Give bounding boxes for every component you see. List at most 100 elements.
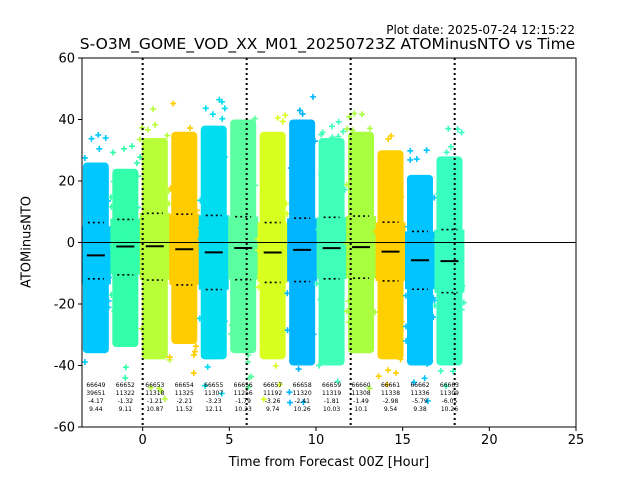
data-point: [268, 243, 275, 250]
data-point: [111, 308, 118, 315]
data-point: [445, 183, 452, 190]
data-point: [232, 336, 239, 343]
data-point: [276, 254, 283, 261]
outlier-point: [218, 390, 225, 397]
data-point: [105, 274, 112, 281]
outlier-point: [366, 125, 373, 132]
outlier-point: [359, 111, 366, 118]
data-point: [372, 228, 379, 235]
outlier-point: [170, 100, 177, 107]
data-point: [368, 272, 375, 279]
data-point: [326, 256, 333, 263]
data-point: [213, 254, 220, 261]
group-stat-label: 66649: [86, 382, 105, 389]
data-point: [398, 318, 405, 325]
group-stat-label: 39651: [86, 390, 105, 397]
data-point: [186, 270, 193, 277]
group-stat-label: 66662: [410, 382, 429, 389]
y-tick-label: 60: [58, 52, 75, 67]
x-tick-label: 20: [481, 433, 498, 448]
outlier-point: [349, 127, 356, 134]
data-point: [353, 325, 360, 332]
data-point: [238, 205, 245, 212]
data-point: [391, 297, 398, 304]
data-point: [205, 196, 212, 203]
group-stat-label: 11338: [381, 390, 400, 397]
data-point: [193, 207, 200, 214]
group-stat-label: -2.41: [294, 398, 310, 405]
data-point: [413, 301, 420, 308]
data-point: [236, 313, 243, 320]
outlier-point: [397, 356, 404, 363]
data-point: [318, 171, 325, 178]
outlier-point: [295, 366, 302, 373]
outlier-point: [407, 147, 414, 154]
data-point: [424, 360, 431, 367]
outlier-point: [82, 359, 88, 365]
x-tick-label: 15: [394, 433, 411, 448]
outlier-point: [282, 112, 289, 119]
data-point: [325, 281, 332, 288]
data-point: [179, 207, 186, 214]
outlier-point: [300, 399, 307, 406]
outlier-point: [190, 370, 197, 377]
data-point: [207, 277, 214, 284]
data-point: [343, 308, 350, 315]
group-stat-label: -2.98: [383, 398, 399, 405]
outlier-point: [296, 107, 303, 114]
data-point: [365, 261, 372, 268]
data-point: [326, 207, 333, 214]
outlier-point: [335, 118, 342, 125]
data-point: [93, 223, 100, 230]
data-point: [105, 197, 112, 204]
data-point: [145, 264, 152, 271]
group-stat-label: 11320: [293, 390, 312, 397]
data-point: [242, 337, 249, 344]
data-point: [204, 363, 211, 370]
group-stat-label: -1.49: [353, 398, 369, 405]
outlier-point: [95, 131, 102, 138]
data-point: [459, 282, 466, 289]
outlier-point: [286, 389, 293, 396]
data-point: [96, 274, 103, 281]
outlier-point: [375, 373, 382, 380]
data-point: [114, 170, 121, 177]
data-point: [321, 329, 328, 336]
outlier-point: [421, 375, 428, 382]
outlier-point: [219, 115, 226, 122]
data-point: [437, 367, 444, 374]
group-stat-label: 10.03: [323, 406, 340, 413]
data-point: [201, 312, 208, 319]
data-point: [256, 273, 263, 280]
data-point: [158, 319, 165, 326]
group-stat-label: -1.32: [118, 398, 134, 405]
data-point: [241, 327, 248, 334]
data-point: [390, 214, 397, 221]
data-point: [221, 154, 228, 161]
data-point: [133, 257, 140, 264]
y-tick-label: 0: [67, 236, 75, 251]
data-point: [333, 153, 340, 160]
outlier-point: [157, 387, 164, 394]
group-stat-label: 66659: [322, 382, 341, 389]
group-stat-label: -5.79: [412, 398, 428, 405]
data-point: [306, 236, 313, 243]
data-point: [304, 253, 311, 260]
group-stat-label: 11308: [352, 390, 371, 397]
outlier-point: [191, 348, 198, 355]
data-point: [188, 261, 195, 268]
data-point: [184, 225, 191, 232]
group-stat-label: 9.54: [384, 406, 398, 413]
y-axis-label: ATOMinusNTO: [19, 195, 35, 289]
group-stat-label: 11256: [234, 390, 253, 397]
outlier-point: [245, 352, 252, 359]
group-stat-label: 66657: [263, 382, 282, 389]
outlier-point: [244, 358, 251, 365]
data-point: [190, 236, 197, 243]
x-tick-label: 25: [568, 433, 585, 448]
outlier-point: [102, 134, 109, 141]
data-point: [332, 319, 339, 326]
outlier-point: [276, 381, 283, 388]
data-point: [444, 187, 451, 194]
data-point: [426, 260, 433, 267]
